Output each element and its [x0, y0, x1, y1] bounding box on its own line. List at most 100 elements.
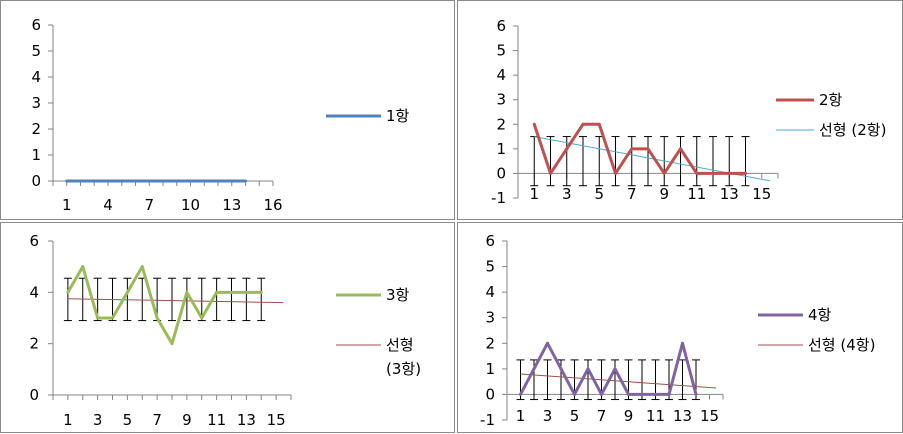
legend-label: 2항 [819, 91, 843, 109]
y-tick-label: 6 [31, 16, 41, 34]
y-tick-label: -1 [491, 189, 506, 207]
y-tick-label: 2 [485, 334, 495, 352]
data-point [216, 179, 220, 183]
y-tick-label: 3 [485, 309, 495, 327]
x-tick-label: 10 [181, 196, 200, 214]
data-point [65, 179, 69, 183]
y-tick-label: 4 [29, 283, 39, 301]
x-tick-label: 1 [529, 185, 539, 203]
data-point [230, 179, 234, 183]
data-point [694, 392, 698, 396]
series-line [532, 122, 746, 175]
data-point [200, 316, 204, 320]
x-tick-label: 3 [543, 407, 553, 425]
y-tick-label: 4 [485, 283, 495, 301]
x-tick-label: 11 [646, 407, 665, 425]
y-tick-label: 5 [31, 42, 41, 60]
data-point [614, 171, 617, 175]
chart-panel-4: -1 0 1 2 3 4 5 6 1 3 5 7 9 11 13 15 4항 선형 (4항) [457, 222, 903, 433]
chart-panel-1: 0 1 2 3 4 5 6 1 4 7 10 13 16 1항 [0, 0, 455, 220]
data-point [565, 147, 569, 151]
data-point [549, 171, 552, 175]
x-tick-label: 11 [207, 411, 226, 429]
x-tick-label: 5 [123, 411, 133, 429]
data-point [640, 392, 644, 396]
y-tick-label: 2 [31, 120, 41, 138]
data-point [259, 290, 263, 294]
x-tick-label: 13 [720, 185, 739, 203]
data-point [111, 316, 114, 320]
x-tick-label: 9 [182, 411, 192, 429]
chart-1-svg: 0 1 2 3 4 5 6 1 4 7 10 13 16 1항 [31, 16, 410, 214]
x-tick-label: 7 [597, 407, 607, 425]
data-point [581, 122, 585, 126]
data-point [215, 290, 219, 294]
y-tick-label: 3 [31, 94, 41, 112]
x-tick-label: 15 [267, 411, 286, 429]
x-tick-label: 1 [516, 407, 526, 425]
data-point [79, 179, 82, 183]
x-tick-label: 5 [570, 407, 580, 425]
data-point [627, 392, 630, 396]
data-point [189, 179, 192, 183]
data-point [613, 367, 617, 371]
data-point [147, 179, 151, 183]
x-tick-label: 1 [63, 411, 73, 429]
legend-label: 3항 [386, 286, 410, 304]
y-tick-label: 2 [29, 335, 39, 353]
y-tick-label: 0 [29, 386, 39, 404]
series-line [66, 265, 262, 346]
x-tick-label: 11 [687, 185, 706, 203]
data-point [662, 171, 666, 175]
data-point [727, 171, 731, 175]
x-tick-label: 15 [700, 407, 719, 425]
x-tick-label: 7 [144, 196, 154, 214]
y-tick-label: 2 [496, 115, 506, 133]
data-point [185, 290, 189, 294]
data-point [66, 290, 70, 294]
data-point [202, 179, 206, 183]
y-tick-label: 1 [31, 146, 41, 164]
data-point [230, 290, 233, 294]
data-point [532, 367, 536, 371]
data-point [667, 392, 671, 396]
y-tick-label: 1 [496, 140, 506, 158]
data-point [519, 392, 522, 396]
data-point [161, 179, 165, 183]
chart-panel-3: 0 2 4 6 1 3 5 7 9 11 13 15 3항 선형 (3항) [0, 222, 455, 433]
x-tick-label: 9 [659, 185, 669, 203]
data-point [170, 342, 174, 346]
y-tick-label: 0 [31, 172, 41, 190]
x-tick-label: 1 [62, 196, 72, 214]
x-tick-label: 3 [562, 185, 572, 203]
data-point [646, 147, 650, 151]
x-tick-label: 13 [222, 196, 241, 214]
data-point [134, 179, 137, 183]
y-tick-label: 6 [496, 17, 506, 35]
data-point [106, 179, 110, 183]
y-tick-label: 6 [485, 232, 495, 250]
data-point [679, 147, 682, 151]
y-tick-label: 4 [496, 66, 506, 84]
data-point [600, 392, 603, 396]
data-point [654, 392, 657, 396]
x-tick-label: 9 [624, 407, 634, 425]
data-point [125, 290, 129, 294]
y-tick-label: 5 [496, 42, 506, 60]
data-point [175, 179, 179, 183]
data-point [630, 147, 634, 151]
y-tick-label: 5 [485, 258, 495, 276]
data-point [140, 265, 144, 269]
legend-label: 1항 [386, 107, 410, 125]
legend-label-trend: 선형 [386, 336, 414, 354]
y-tick-label: 4 [31, 68, 41, 86]
data-point [597, 122, 601, 126]
y-tick-label: 3 [496, 91, 506, 109]
y-tick-label: -1 [480, 411, 495, 429]
data-point [559, 367, 563, 371]
legend-label: 4항 [808, 306, 832, 324]
data-point [546, 341, 549, 345]
x-tick-label: 7 [152, 411, 162, 429]
